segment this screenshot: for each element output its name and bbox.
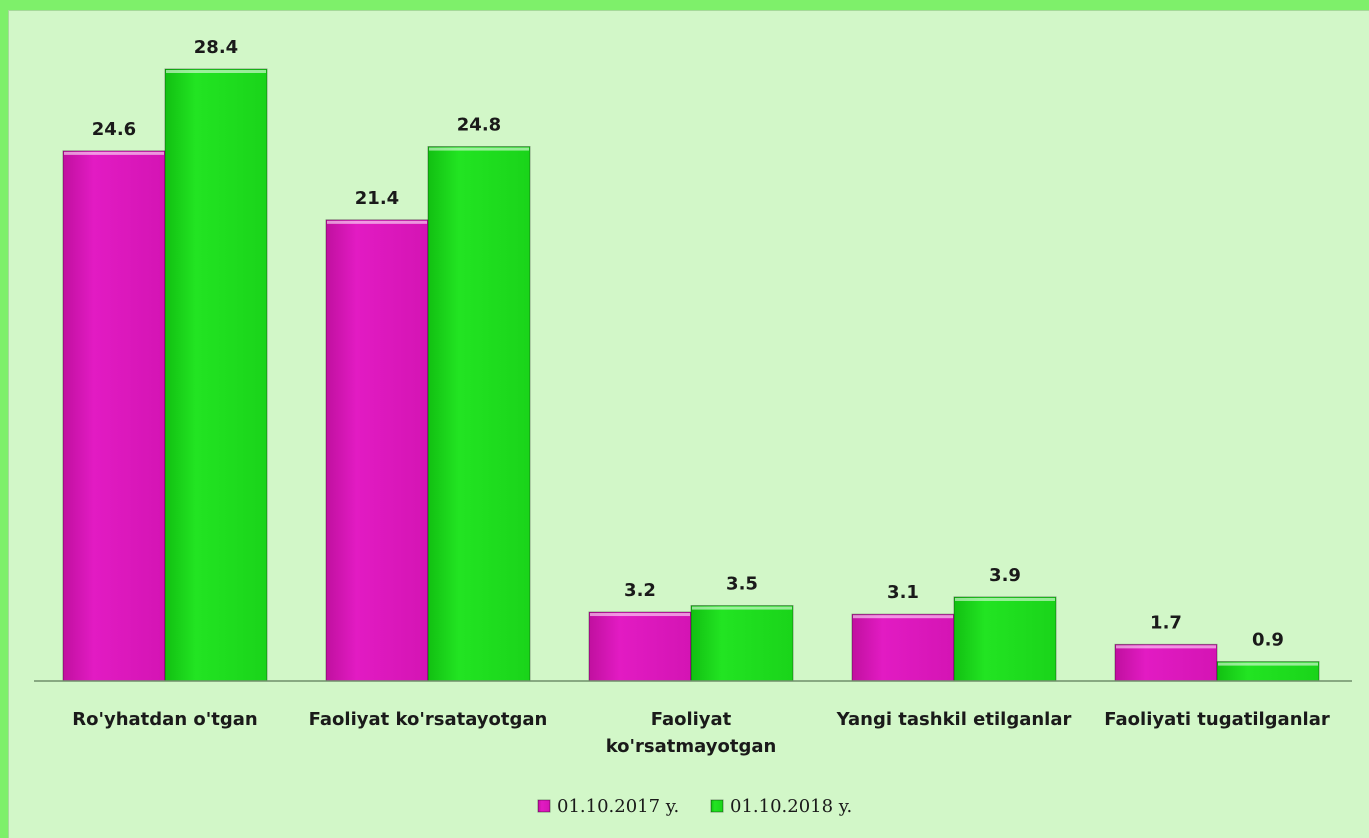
category-label: Faoliyat ko'rsatmayotgan [606,709,777,757]
data-label: 3.5 [726,574,758,595]
bars-group [62,68,1320,682]
legend-swatch [537,799,551,813]
bar-highlight [429,147,529,151]
data-label: 24.8 [457,115,501,136]
bar-series1-cat5 [1114,643,1218,682]
category-label: Yangi tashkil etilganlar [836,709,1072,730]
data-label: 24.6 [92,119,136,140]
category-label: Faoliyati tugatilganlar [1104,709,1330,730]
bar-highlight [327,220,427,224]
bar-series2-cat3 [690,605,794,682]
data-labels-group: 24.6 28.4 21.4 24.8 3.2 3.5 3.1 3.9 1.7 0.9 [92,37,1284,651]
bar-series1-cat3 [588,611,692,682]
data-label: 21.4 [355,188,399,209]
data-label: 3.1 [887,582,919,603]
category-labels-group: Ro'yhatdan o'tgan Faoliyat ko'rsatayotgan… [72,709,1330,757]
bar-highlight [1116,645,1216,649]
bar-highlight [166,70,266,73]
bar-highlight [64,151,164,155]
data-label: 3.9 [989,565,1021,586]
bar-highlight [590,613,690,617]
bar-highlight [692,606,792,610]
bar-series2-cat1 [164,68,268,682]
data-label: 3.2 [624,580,656,601]
category-label: Ro'yhatdan o'tgan [72,709,257,730]
legend: 01.10.2017 y. 01.10.2018 y. [537,796,852,817]
bar-series1-cat2 [325,219,429,682]
data-label: 0.9 [1252,630,1284,651]
bar-highlight [955,597,1055,601]
bar-series2-cat4 [953,596,1057,682]
bar-highlight [853,615,953,619]
legend-label: 01.10.2017 y. [557,796,679,817]
legend-swatch [710,799,724,813]
bar-series1-cat1 [62,150,166,682]
data-label: 28.4 [194,37,238,58]
bar-highlight [1218,662,1318,666]
bar-series1-cat4 [851,613,955,682]
bar-series2-cat2 [427,146,531,682]
data-label: 1.7 [1150,612,1182,633]
category-label: Faoliyat ko'rsatayotgan [309,709,548,730]
legend-label: 01.10.2018 y. [730,796,852,817]
